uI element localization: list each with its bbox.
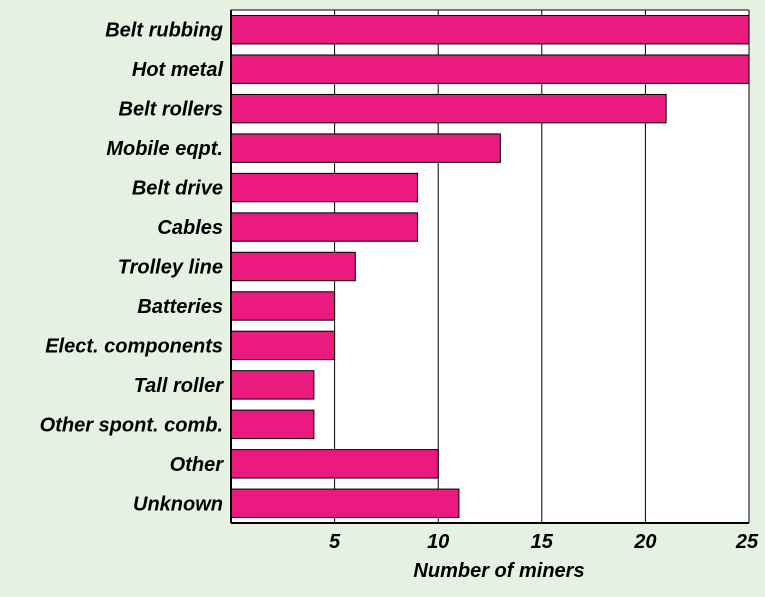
category-label: Belt rubbing: [105, 20, 223, 42]
x-tick-label: 20: [633, 531, 656, 553]
bar-trolley-line: [230, 251, 356, 282]
bars: [230, 15, 750, 518]
category-label: Other: [170, 454, 225, 476]
bar-tall-roller: [230, 370, 315, 400]
category-label: Cables: [157, 217, 223, 239]
x-tick-label: 25: [735, 531, 759, 553]
category-label: Belt drive: [132, 178, 223, 200]
category-label: Hot metal: [132, 59, 224, 81]
bar-other-spont-comb: [230, 409, 315, 440]
bar-unknown: [230, 488, 460, 518]
bar-batteries: [230, 291, 336, 321]
x-axis-title: Number of miners: [413, 560, 584, 582]
axes: [230, 9, 750, 524]
category-label: Other spont. comb.: [40, 414, 223, 436]
category-label: Unknown: [133, 493, 223, 515]
x-tick-label: 10: [427, 531, 449, 553]
x-tick-labels: 5 10 15 20 25: [329, 531, 759, 553]
category-label: Tall roller: [134, 375, 225, 397]
bar-belt-rubbing: [230, 15, 750, 45]
bar-other: [230, 449, 439, 479]
bar-hot-metal: [230, 54, 750, 84]
category-labels: Belt rubbing Hot metal Belt rollers Mobile …: [40, 20, 225, 516]
bar-belt-drive: [230, 172, 418, 203]
category-label: Trolley line: [118, 257, 223, 279]
x-tick-label: 15: [531, 531, 554, 553]
category-label: Elect. components: [45, 335, 223, 357]
bar-mobile-eqpt: [230, 133, 501, 163]
category-label: Batteries: [137, 296, 223, 318]
category-label: Belt rollers: [119, 99, 223, 121]
bar-cables: [230, 212, 418, 242]
x-tick-label: 5: [329, 531, 341, 553]
bar-belt-rollers: [230, 93, 667, 124]
category-label: Mobile eqpt.: [106, 138, 223, 160]
bar-elect-components: [230, 330, 336, 361]
